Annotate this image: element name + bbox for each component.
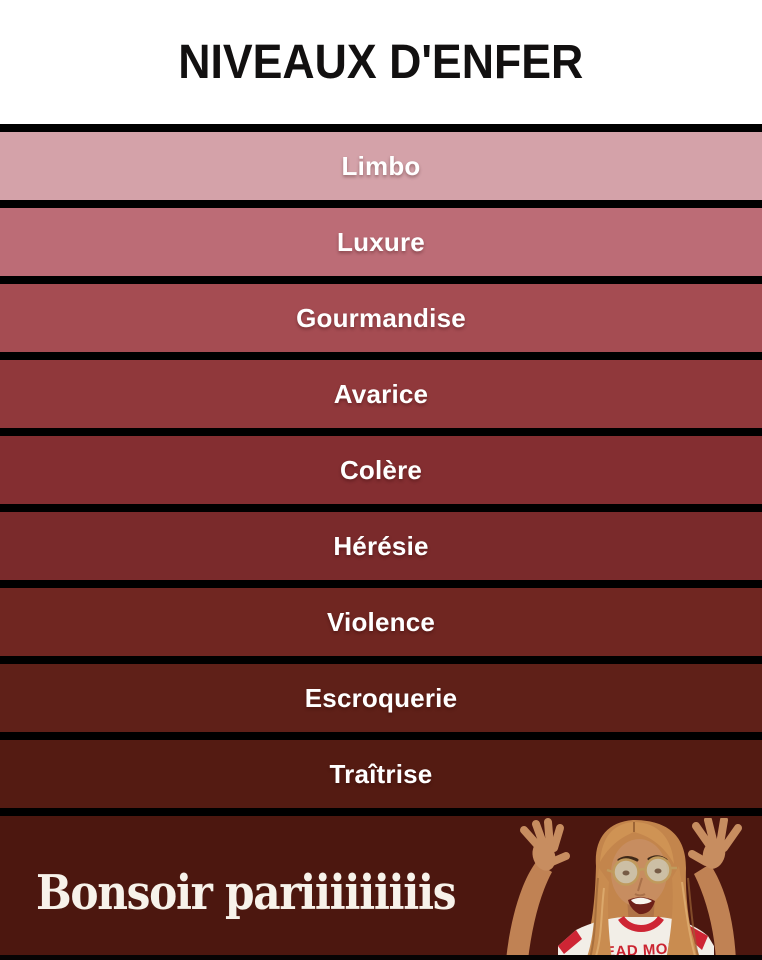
level-label: Hérésie bbox=[333, 530, 429, 561]
collar-trim bbox=[618, 915, 664, 932]
left-palm bbox=[532, 841, 556, 871]
level-label: Limbo bbox=[341, 150, 421, 181]
shirt-text: READ MORE bbox=[593, 940, 690, 960]
band-separator bbox=[0, 580, 762, 588]
caption-text: Bonsoir pariiiiiiiiis bbox=[36, 865, 457, 921]
level-violence: Violence bbox=[0, 588, 762, 656]
level-label: Avarice bbox=[333, 378, 429, 409]
level-colere: Colère bbox=[0, 436, 762, 504]
eyes bbox=[622, 868, 662, 876]
level-luxure: Luxure bbox=[0, 208, 762, 276]
header: NIVEAUX D'ENFER bbox=[0, 0, 762, 124]
band-separator bbox=[0, 352, 762, 360]
band-separator bbox=[0, 428, 762, 436]
right-arm bbox=[688, 818, 742, 960]
page-title: NIVEAUX D'ENFER bbox=[178, 35, 584, 89]
band-separator bbox=[0, 732, 762, 740]
band-separator bbox=[0, 504, 762, 512]
band-separator bbox=[0, 808, 762, 816]
level-label: Gourmandise bbox=[296, 302, 466, 333]
bottom-panel: Bonsoir pariiiiiiiiis bbox=[0, 816, 762, 960]
bottom-edge-bar bbox=[0, 955, 762, 960]
nose-shadow bbox=[634, 893, 646, 897]
level-limbo: Limbo bbox=[0, 132, 762, 200]
level-avarice: Avarice bbox=[0, 360, 762, 428]
left-sleeve-trim bbox=[558, 930, 582, 954]
band-separator bbox=[0, 200, 762, 208]
level-label: Traîtrise bbox=[329, 758, 433, 789]
level-label: Luxure bbox=[337, 226, 425, 257]
teeth bbox=[631, 897, 652, 905]
level-label: Escroquerie bbox=[304, 682, 458, 713]
level-label: Colère bbox=[339, 454, 423, 485]
hair-front bbox=[586, 822, 701, 960]
left-eyebrow bbox=[617, 856, 639, 862]
nose bbox=[637, 877, 643, 892]
left-arm bbox=[506, 818, 570, 960]
level-label: Violence bbox=[326, 606, 436, 637]
right-palm bbox=[702, 839, 726, 869]
hell-levels-list: Limbo Luxure Gourmandise Avarice Colère … bbox=[0, 124, 762, 816]
band-separator bbox=[0, 656, 762, 664]
level-traitrise: Traîtrise bbox=[0, 740, 762, 808]
band-separator bbox=[0, 124, 762, 132]
person-photo: READ MORE bbox=[506, 818, 742, 960]
level-heresie: Hérésie bbox=[0, 512, 762, 580]
band-separator bbox=[0, 276, 762, 284]
level-gourmandise: Gourmandise bbox=[0, 284, 762, 352]
hair-highlights bbox=[595, 881, 696, 957]
level-escroquerie: Escroquerie bbox=[0, 664, 762, 732]
hair-shadow-strands bbox=[589, 877, 699, 959]
